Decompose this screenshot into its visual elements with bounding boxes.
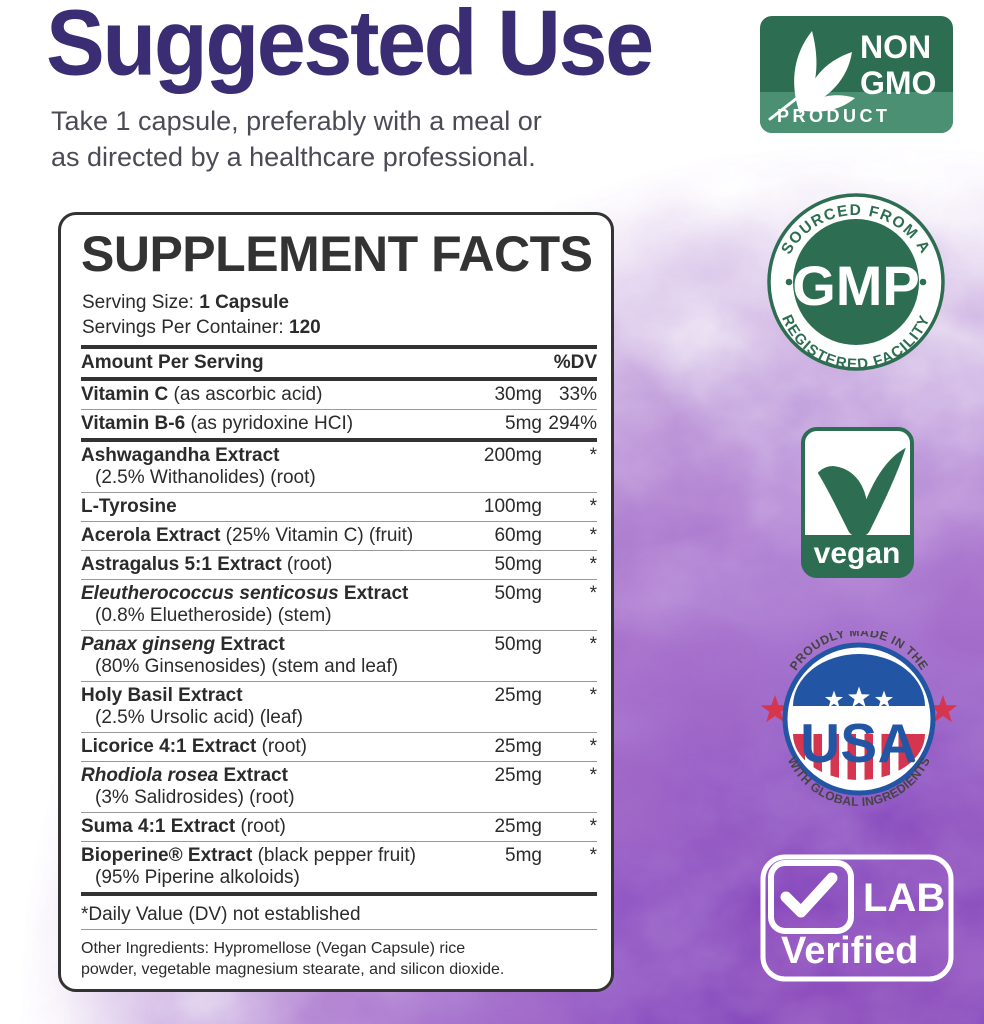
svg-text:GMO: GMO bbox=[860, 65, 936, 101]
svg-text:LAB: LAB bbox=[863, 876, 945, 920]
svg-text:GMP: GMP bbox=[792, 254, 920, 317]
svg-text:NON: NON bbox=[860, 29, 931, 65]
svg-text:Verified: Verified bbox=[781, 930, 918, 972]
svg-text:vegan: vegan bbox=[814, 537, 901, 570]
svg-text:PRODUCT: PRODUCT bbox=[777, 106, 891, 126]
svg-text:USA: USA bbox=[800, 712, 918, 774]
